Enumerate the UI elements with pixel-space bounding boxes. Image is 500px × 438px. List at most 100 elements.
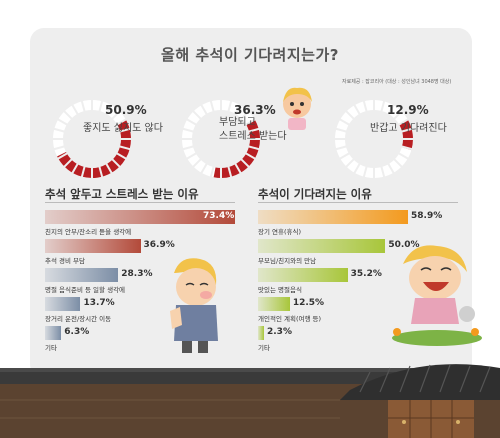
ring-tick	[387, 103, 395, 116]
ring-tick	[118, 145, 131, 151]
ring-tick	[80, 165, 86, 178]
wait-bar	[258, 297, 290, 311]
ring-tick	[234, 103, 242, 116]
stress-section-divider	[45, 202, 235, 203]
stress-section-title: 추석 앞두고 스트레스 받는 이유	[45, 187, 199, 201]
ring-tick	[71, 103, 79, 116]
stress-bar-value: 28.3%	[121, 269, 153, 279]
wait-bar-label: 맛있는 명절음식	[258, 286, 302, 294]
stress-bar-label: 명절 음식준비 등 일할 생각에	[45, 286, 126, 294]
stress-bar	[45, 326, 62, 340]
wait-section-title: 추석이 기다려지는 이유	[258, 187, 372, 201]
wait-bar-value: 35.2%	[350, 269, 382, 279]
wait-bar-value: 50.0%	[388, 240, 420, 250]
ring-tick	[53, 145, 66, 151]
ring-tick	[335, 127, 348, 133]
ring-tick	[182, 145, 195, 151]
stress-bar	[45, 210, 235, 224]
infographic-panel	[30, 28, 472, 378]
ring-tick	[200, 162, 208, 175]
stress-bar-label: 장거리 운전/장시간 이동	[45, 315, 112, 323]
ring-tick	[63, 158, 73, 168]
wait-section-divider	[258, 202, 458, 203]
wait-bar-value: 12.5%	[292, 298, 325, 308]
source-note: 자료제공 : 잡코리아 (대상 : 성인남녀 3048명 대상)	[342, 79, 452, 85]
ring-tick	[244, 152, 257, 160]
stress-bar-value: 36.9%	[143, 240, 175, 250]
ring-tick	[335, 145, 348, 151]
wait-bar	[258, 268, 348, 282]
wait-bar-label: 개인적인 계획(여행 등)	[258, 315, 322, 323]
wait-bar-label: 장기 연휴(휴식)	[258, 228, 302, 236]
ring-tick	[56, 118, 69, 126]
ring-category-line: 좋지도 싫지도 않다	[83, 123, 163, 134]
stress-bar	[45, 268, 119, 282]
stress-bar-label: 추석 경비 부담	[45, 257, 86, 265]
ring-tick	[353, 162, 361, 175]
ring-tick	[362, 100, 368, 113]
stress-bar-value: 73.4%	[203, 211, 235, 221]
ring-tick	[185, 118, 198, 126]
ring-tick	[380, 165, 386, 178]
ring-tick	[234, 162, 242, 175]
ring-tick	[63, 110, 73, 120]
ring-tick	[192, 158, 202, 168]
ring-tick	[105, 103, 113, 116]
stress-bar-label: 친지의 안부/잔소리 듣을 생각에	[45, 228, 132, 236]
wait-bar-label: 기타	[258, 344, 270, 352]
ring-tick	[345, 158, 355, 168]
ring-tick	[247, 127, 260, 133]
ring-category-line: 반갑고 기다려진다	[370, 123, 447, 134]
page-title: 올해 추석이 기다려지는가?	[161, 46, 339, 64]
ring-tick	[227, 165, 233, 178]
ring-value-label: 50.9%	[105, 103, 147, 117]
ring-category-line: 스트레스 받는다	[219, 131, 287, 142]
ring-tick	[397, 152, 410, 160]
ring-tick	[118, 127, 131, 133]
ring-tick	[240, 110, 250, 120]
ring-tick	[400, 145, 413, 151]
ring-tick	[105, 162, 113, 175]
ring-tick	[185, 152, 198, 160]
stress-bar-value: 13.7%	[83, 298, 115, 308]
ring-tick	[247, 145, 260, 151]
ring-tick	[56, 152, 69, 160]
ring-tick	[182, 127, 195, 133]
ring-value-label: 12.9%	[387, 103, 429, 117]
stress-bar	[45, 297, 81, 311]
ring-tick	[192, 110, 202, 120]
ring-category-line: 부담되고	[219, 117, 256, 128]
ring-tick	[227, 100, 233, 113]
stress-bar-value: 6.3%	[64, 327, 90, 337]
tired-woman-illustration	[170, 258, 218, 353]
ring-tick	[353, 103, 361, 116]
ring-tick	[115, 152, 128, 160]
ring-tick	[111, 110, 121, 120]
ring-tick	[244, 118, 257, 126]
ring-tick	[393, 110, 403, 120]
stress-bar	[45, 239, 141, 253]
ring-chart-3	[334, 99, 414, 179]
ring-tick	[345, 110, 355, 120]
wait-bar	[258, 210, 408, 224]
ring-category-label: 좋지도 싫지도 않다	[83, 122, 163, 136]
ring-tick	[200, 103, 208, 116]
wait-bar	[258, 239, 386, 253]
ring-category-label: 반갑고 기다려진다	[370, 122, 447, 136]
ring-tick	[71, 162, 79, 175]
ring-tick	[380, 100, 386, 113]
happy-woman-illustration	[392, 245, 482, 346]
stressed-girl-illustration	[283, 87, 312, 130]
ring-tick	[111, 158, 121, 168]
ring-chart-2	[181, 99, 261, 179]
ring-tick	[362, 165, 368, 178]
ring-tick	[393, 158, 403, 168]
ring-tick	[209, 165, 215, 178]
ring-tick	[209, 100, 215, 113]
ring-chart-1	[52, 99, 132, 179]
ring-tick	[115, 118, 128, 126]
wait-bar-value: 58.9%	[411, 211, 443, 221]
ring-tick	[98, 100, 104, 113]
wait-bar-value: 2.3%	[267, 327, 292, 337]
